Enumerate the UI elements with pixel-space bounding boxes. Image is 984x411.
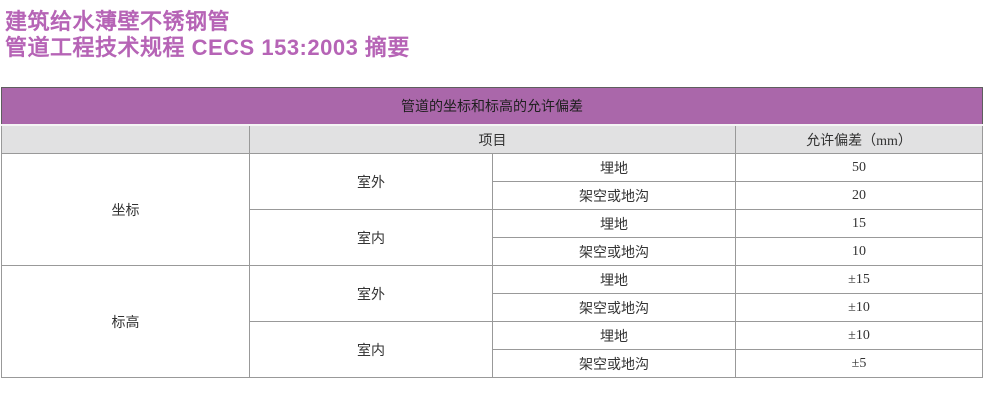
install-type-cell: 架空或地沟 [492,293,736,322]
deviation-value-cell: 15 [735,209,983,238]
deviation-value-cell: 10 [735,237,983,266]
table-row: 架空或地沟 10 [2,237,983,266]
page-title: 建筑给水薄壁不锈钢管 管道工程技术规程 CECS 153:2003 摘要 [5,9,984,61]
install-type-cell: 架空或地沟 [492,181,736,210]
table-caption: 管道的坐标和标高的允许偏差 [1,87,983,126]
category-cell: 坐标 [1,153,250,266]
table-header-row: 项目 允许偏差（mm） [1,124,983,154]
table-row: 架空或地沟 ±10 [2,293,983,322]
category-cell: 标高 [1,265,250,378]
deviation-value-cell: ±10 [735,321,983,350]
install-type-cell: 埋地 [492,321,736,350]
table-row: 室内 埋地 15 [2,209,983,266]
install-type-cell: 架空或地沟 [492,349,736,378]
deviation-value-cell: 20 [735,181,983,210]
header-item-cell: 项目 [249,124,736,154]
page-title-line-2: 管道工程技术规程 CECS 153:2003 摘要 [5,35,410,60]
install-type-cell: 埋地 [492,265,736,294]
table-row: 室内 埋地 ±10 [2,321,983,378]
page: 建筑给水薄壁不锈钢管 管道工程技术规程 CECS 153:2003 摘要 管道的… [0,9,984,411]
table-row: 架空或地沟 20 [2,181,983,210]
table-caption-row: 管道的坐标和标高的允许偏差 [1,87,983,126]
deviation-value-cell: ±5 [735,349,983,378]
location-cell: 室内 [249,321,493,378]
header-deviation-cell: 允许偏差（mm） [735,124,983,154]
location-cell: 室外 [249,153,493,210]
install-type-cell: 架空或地沟 [492,237,736,266]
deviation-value-cell: ±15 [735,265,983,294]
deviation-value-cell: 50 [735,153,983,182]
location-cell: 室外 [249,265,493,322]
table-row: 架空或地沟 ±5 [2,349,983,378]
corner-cell [1,124,250,154]
deviation-table: 管道的坐标和标高的允许偏差 项目 允许偏差（mm） 坐标 室外 埋地 50 架空… [1,87,983,378]
deviation-value-cell: ±10 [735,293,983,322]
install-type-cell: 埋地 [492,209,736,238]
page-title-line-1: 建筑给水薄壁不锈钢管 [5,9,231,34]
table-row: 坐标 室外 埋地 50 [1,153,983,266]
table-row: 标高 室外 埋地 ±15 [1,265,983,378]
install-type-cell: 埋地 [492,153,736,182]
location-cell: 室内 [249,209,493,266]
